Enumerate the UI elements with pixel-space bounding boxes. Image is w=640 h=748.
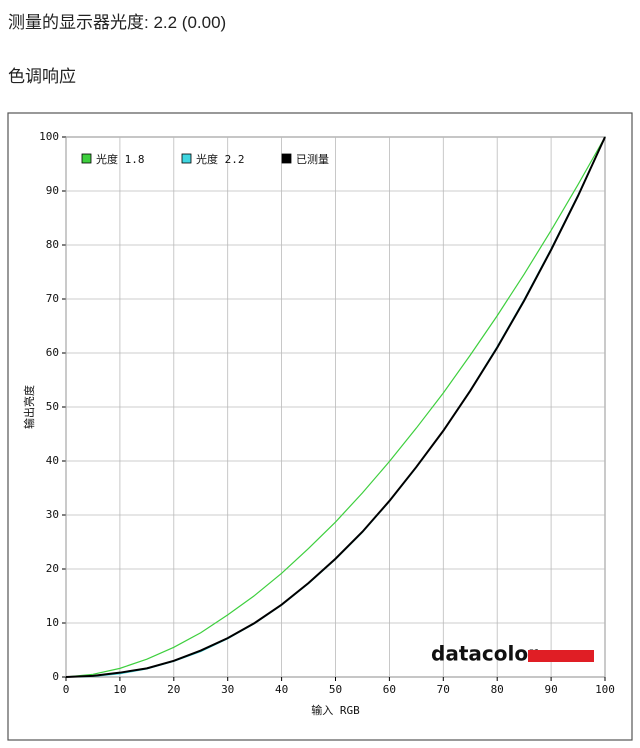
- legend-swatch: [281, 153, 292, 164]
- y-tick-label: 30: [46, 508, 59, 521]
- y-tick-label: 20: [46, 562, 59, 575]
- y-tick-label: 50: [46, 400, 59, 413]
- x-tick-label: 90: [544, 683, 557, 696]
- y-axis-label: 输出亮度: [22, 385, 36, 429]
- legend-swatch: [181, 153, 192, 164]
- legend-label: 光度 2.2: [196, 152, 245, 166]
- logo-bar: [528, 650, 594, 662]
- y-tick-label: 80: [46, 238, 59, 251]
- x-tick-label: 20: [167, 683, 180, 696]
- y-tick-label: 90: [46, 184, 59, 197]
- x-tick-label: 10: [113, 683, 126, 696]
- logo: datacolor: [431, 642, 538, 666]
- x-axis-label: 输入 RGB: [311, 703, 360, 717]
- x-tick-label: 80: [491, 683, 504, 696]
- legend-label: 已测量: [296, 153, 329, 166]
- section-title: 色调响应: [8, 67, 76, 86]
- x-tick-label: 70: [437, 683, 450, 696]
- y-tick-label: 100: [39, 130, 59, 143]
- x-tick-label: 50: [329, 683, 342, 696]
- y-tick-label: 40: [46, 454, 59, 467]
- y-tick-label: 0: [52, 670, 59, 683]
- x-tick-label: 30: [221, 683, 234, 696]
- x-tick-label: 0: [63, 683, 70, 696]
- y-tick-label: 60: [46, 346, 59, 359]
- x-tick-label: 40: [275, 683, 288, 696]
- x-tick-label: 100: [595, 683, 615, 696]
- measured-gamma: 测量的显示器光度: 2.2 (0.00): [8, 13, 227, 32]
- legend-swatch: [81, 153, 92, 164]
- y-tick-label: 10: [46, 616, 59, 629]
- y-tick-label: 70: [46, 292, 59, 305]
- legend-label: 光度 1.8: [96, 152, 145, 166]
- x-tick-label: 60: [383, 683, 396, 696]
- series-line: [65, 136, 606, 678]
- series-line: [65, 136, 606, 678]
